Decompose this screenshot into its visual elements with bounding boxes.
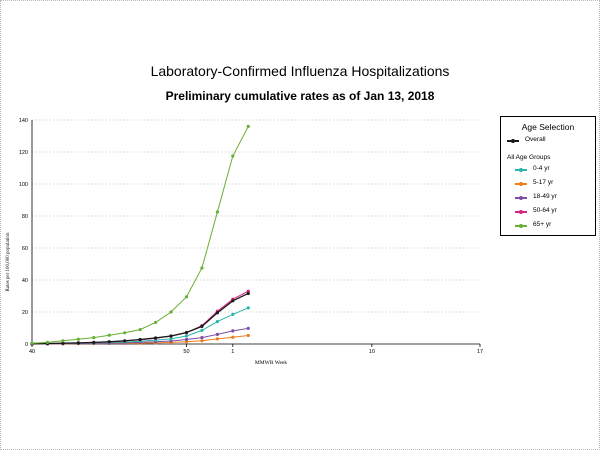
- data-point-0-4-yr: [169, 337, 173, 341]
- y-axis-label: Rates per 100,000 population: [6, 232, 11, 291]
- x-tick-label: 1: [231, 349, 234, 355]
- legend-swatch-65-plus: [515, 224, 527, 228]
- data-point-overall: [215, 311, 219, 315]
- data-point-65-yr: [107, 333, 111, 337]
- data-point-5-17-yr: [200, 339, 204, 343]
- x-tick-label: 40: [29, 349, 35, 355]
- data-point-0-4-yr: [246, 306, 250, 310]
- legend-label-5-17: 5-17 yr: [533, 179, 554, 186]
- data-point-overall: [123, 339, 127, 343]
- data-point-18-49-yr: [200, 336, 204, 340]
- grid-lines: [32, 119, 480, 313]
- legend-title: Age Selection: [521, 122, 575, 132]
- y-tick-label: 80: [22, 214, 28, 220]
- data-point-overall: [231, 299, 235, 303]
- data-point-65-yr: [153, 320, 158, 324]
- data-point-overall: [153, 336, 158, 340]
- data-point-65-yr: [138, 328, 142, 332]
- data-point-overall: [200, 324, 204, 328]
- legend-label-18-49: 18-49 yr: [533, 193, 557, 200]
- legend-swatch-50-64: [515, 210, 527, 214]
- x-tick-label: 17: [477, 349, 483, 355]
- data-point-65-yr: [123, 331, 127, 335]
- data-point-overall: [138, 337, 142, 342]
- chart-title: Laboratory-Confirmed Influenza Hospitali…: [150, 63, 450, 79]
- series-overall: [30, 291, 250, 346]
- y-tick-label: 140: [19, 118, 28, 124]
- legend-item-65-plus[interactable]: 65+ yr: [515, 221, 595, 231]
- data-point-5-17-yr: [215, 337, 219, 341]
- legend-item-50-64[interactable]: 50-64 yr: [515, 207, 595, 217]
- x-tick-label: 10: [369, 349, 375, 355]
- series-65-yr: [30, 124, 250, 345]
- data-point-0-4-yr: [184, 334, 189, 338]
- x-tick-labels: 40 50 1 10 17: [29, 344, 483, 355]
- series-line-50-64-yr: [31, 290, 249, 345]
- data-point-65-yr: [184, 295, 189, 299]
- legend-swatch-18-49: [515, 196, 527, 200]
- data-point-18-49-yr: [246, 326, 250, 330]
- data-point-65-yr: [76, 337, 80, 341]
- data-point-overall: [169, 334, 173, 338]
- data-point-0-4-yr: [200, 328, 204, 332]
- legend-item-overall[interactable]: Overall: [507, 136, 587, 146]
- chart-subtitle: Preliminary cumulative rates as of Jan 1…: [165, 89, 435, 103]
- series-50-64-yr: [30, 289, 250, 346]
- data-point-65-yr: [215, 210, 219, 214]
- series-lines: [30, 124, 250, 346]
- legend-item-0-4[interactable]: 0-4 yr: [515, 165, 595, 175]
- legend-swatch-overall: [507, 139, 519, 143]
- data-point-18-49-yr: [184, 337, 189, 342]
- data-point-0-4-yr: [231, 312, 235, 316]
- legend-swatch-5-17: [515, 182, 527, 186]
- data-point-65-yr: [92, 336, 96, 340]
- y-tick-label: 120: [19, 150, 28, 156]
- data-point-65-yr: [30, 341, 34, 345]
- legend-panel: Age Selection Overall All Age Groups 0-4…: [500, 116, 596, 236]
- x-tick-label: 50: [183, 349, 189, 355]
- data-point-0-4-yr: [215, 320, 219, 324]
- legend-label-65-plus: 65+ yr: [533, 221, 552, 228]
- legend-group-label: All Age Groups: [507, 154, 551, 161]
- y-tick-label: 100: [19, 182, 28, 188]
- y-tick-label: 40: [22, 278, 28, 284]
- y-tick-labels: 0 20 40 60 80 100 120 140: [19, 118, 28, 348]
- series-line-overall: [31, 292, 249, 345]
- data-point-5-17-yr: [246, 333, 250, 338]
- data-point-65-yr: [246, 124, 250, 128]
- data-point-18-49-yr: [231, 329, 235, 333]
- legend-item-5-17[interactable]: 5-17 yr: [515, 179, 595, 189]
- data-point-overall: [107, 340, 111, 344]
- legend-item-18-49[interactable]: 18-49 yr: [515, 193, 595, 203]
- legend-swatch-0-4: [515, 168, 527, 172]
- legend-label-0-4: 0-4 yr: [533, 165, 550, 172]
- data-point-65-yr: [61, 339, 65, 343]
- legend-label-overall: Overall: [525, 136, 546, 143]
- y-tick-label: 20: [22, 310, 28, 316]
- data-point-5-17-yr: [184, 340, 189, 344]
- data-point-65-yr: [200, 266, 204, 270]
- data-point-18-49-yr: [215, 332, 219, 336]
- data-point-overall: [92, 340, 96, 344]
- series-line-65-yr: [31, 126, 249, 344]
- y-tick-label: 60: [22, 246, 28, 252]
- axes: [31, 120, 480, 345]
- x-axis-label: MMWR Week: [255, 360, 288, 366]
- data-point-overall: [246, 291, 250, 296]
- data-point-5-17-yr: [231, 335, 235, 339]
- data-point-65-yr: [231, 154, 235, 158]
- data-point-overall: [61, 341, 65, 345]
- data-point-65-yr: [169, 310, 173, 314]
- data-point-overall: [184, 330, 189, 335]
- y-tick-label: 0: [25, 342, 28, 348]
- data-point-65-yr: [45, 340, 50, 344]
- data-point-overall: [76, 341, 80, 345]
- data-point-50-64-yr: [246, 289, 250, 293]
- legend-label-50-64: 50-64 yr: [533, 207, 557, 214]
